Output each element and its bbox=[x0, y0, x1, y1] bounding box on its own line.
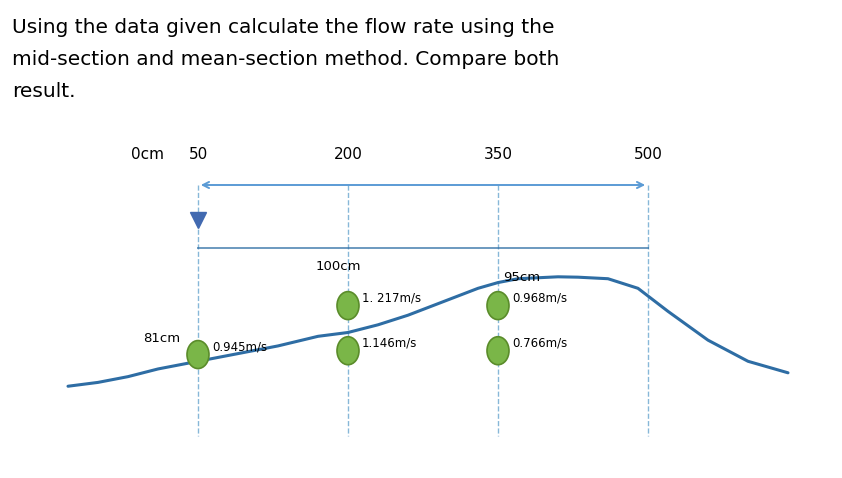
Text: 0.766m/s: 0.766m/s bbox=[512, 337, 568, 350]
Text: Using the data given calculate the flow rate using the: Using the data given calculate the flow … bbox=[12, 18, 555, 37]
Ellipse shape bbox=[487, 292, 509, 320]
Text: 81cm: 81cm bbox=[143, 333, 180, 346]
Text: 200: 200 bbox=[333, 147, 362, 162]
Text: 0.968m/s: 0.968m/s bbox=[512, 292, 568, 304]
Text: 0cm: 0cm bbox=[131, 147, 164, 162]
Ellipse shape bbox=[337, 337, 359, 365]
Text: 0.945m/s: 0.945m/s bbox=[212, 340, 267, 354]
Ellipse shape bbox=[187, 340, 209, 369]
Ellipse shape bbox=[487, 337, 509, 365]
Text: 95cm: 95cm bbox=[503, 271, 540, 284]
Text: result.: result. bbox=[12, 82, 76, 101]
Text: 1.146m/s: 1.146m/s bbox=[362, 337, 418, 350]
Text: 1. 217m/s: 1. 217m/s bbox=[362, 292, 421, 304]
Text: mid-section and mean-section method. Compare both: mid-section and mean-section method. Com… bbox=[12, 50, 559, 69]
Text: 100cm: 100cm bbox=[315, 261, 360, 273]
Text: 500: 500 bbox=[633, 147, 663, 162]
Text: 50: 50 bbox=[189, 147, 208, 162]
Text: 350: 350 bbox=[483, 147, 513, 162]
Ellipse shape bbox=[337, 292, 359, 320]
